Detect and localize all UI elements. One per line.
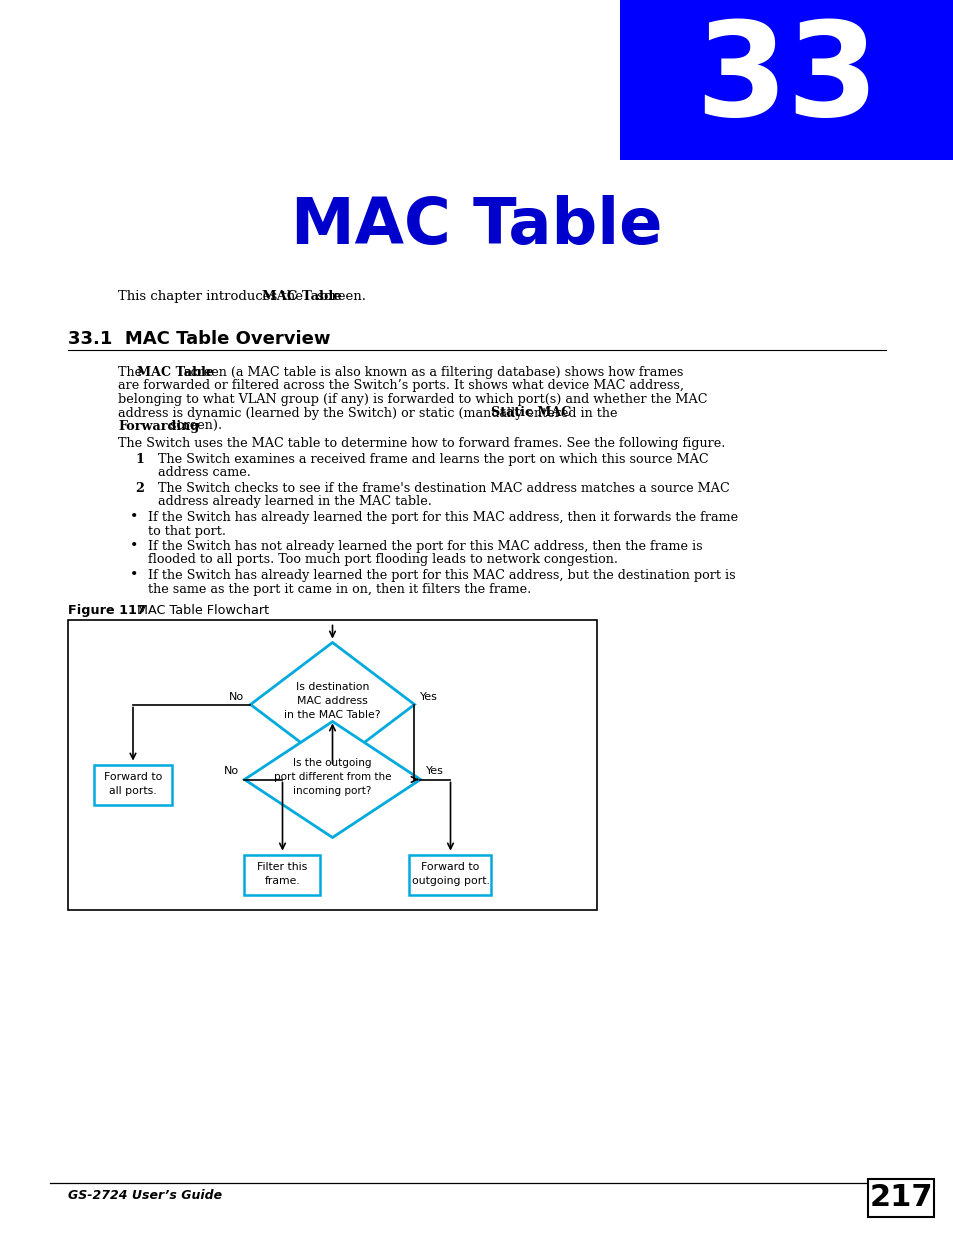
Polygon shape bbox=[244, 721, 420, 837]
Text: flooded to all ports. Too much port flooding leads to network congestion.: flooded to all ports. Too much port floo… bbox=[148, 553, 618, 567]
Text: 1: 1 bbox=[135, 453, 144, 466]
Text: 2: 2 bbox=[135, 482, 144, 495]
Polygon shape bbox=[251, 642, 414, 767]
Text: No: No bbox=[229, 692, 244, 701]
Text: screen).: screen). bbox=[166, 420, 222, 433]
Text: MAC Table Flowchart: MAC Table Flowchart bbox=[125, 604, 269, 618]
Bar bbox=[867, 1179, 933, 1216]
Text: 33.1  MAC Table Overview: 33.1 MAC Table Overview bbox=[68, 330, 330, 348]
Text: screen (a MAC table is also known as a filtering database) shows how frames: screen (a MAC table is also known as a f… bbox=[180, 366, 683, 379]
Text: The: The bbox=[118, 366, 146, 379]
Text: Static MAC: Static MAC bbox=[491, 406, 571, 420]
Text: Yes: Yes bbox=[419, 692, 436, 701]
Text: •: • bbox=[130, 538, 138, 553]
Text: •: • bbox=[130, 510, 138, 524]
Text: belonging to what VLAN group (if any) is forwarded to which port(s) and whether : belonging to what VLAN group (if any) is… bbox=[118, 393, 707, 406]
Bar bbox=[94, 764, 172, 804]
Text: Figure 117: Figure 117 bbox=[68, 604, 146, 618]
Text: MAC Table: MAC Table bbox=[262, 290, 342, 303]
Text: Forward to
all ports.: Forward to all ports. bbox=[104, 773, 162, 797]
Text: The Switch checks to see if the frame's destination MAC address matches a source: The Switch checks to see if the frame's … bbox=[158, 482, 729, 495]
Text: address came.: address came. bbox=[158, 467, 251, 479]
Text: are forwarded or filtered across the Switch’s ports. It shows what device MAC ad: are forwarded or filtered across the Swi… bbox=[118, 379, 683, 393]
Text: If the Switch has not already learned the port for this MAC address, then the fr: If the Switch has not already learned th… bbox=[148, 540, 702, 553]
Text: Forwarding: Forwarding bbox=[118, 420, 199, 433]
Text: address is dynamic (learned by the Switch) or static (manually entered in the: address is dynamic (learned by the Switc… bbox=[118, 406, 620, 420]
Text: Yes: Yes bbox=[425, 767, 443, 777]
Text: Is destination
MAC address
in the MAC Table?: Is destination MAC address in the MAC Ta… bbox=[284, 682, 380, 720]
Text: GS-2724 User’s Guide: GS-2724 User’s Guide bbox=[68, 1189, 222, 1202]
Text: Forward to
outgoing port.: Forward to outgoing port. bbox=[411, 862, 489, 887]
Text: The Switch uses the MAC table to determine how to forward frames. See the follow: The Switch uses the MAC table to determi… bbox=[118, 437, 724, 451]
Bar bbox=[68, 620, 597, 909]
Bar bbox=[619, 0, 953, 161]
Text: to that port.: to that port. bbox=[148, 525, 226, 537]
Text: MAC Table: MAC Table bbox=[137, 366, 213, 379]
Text: the same as the port it came in on, then it filters the frame.: the same as the port it came in on, then… bbox=[148, 583, 531, 595]
Bar bbox=[244, 855, 320, 894]
Text: 217: 217 bbox=[868, 1183, 932, 1213]
Text: Is the outgoing
port different from the
incoming port?: Is the outgoing port different from the … bbox=[274, 757, 391, 795]
Text: MAC Table: MAC Table bbox=[291, 195, 662, 257]
Text: address already learned in the MAC table.: address already learned in the MAC table… bbox=[158, 495, 432, 509]
Text: This chapter introduces the: This chapter introduces the bbox=[118, 290, 307, 303]
Text: No: No bbox=[224, 767, 239, 777]
Text: screen.: screen. bbox=[313, 290, 365, 303]
Text: •: • bbox=[130, 568, 138, 582]
Text: If the Switch has already learned the port for this MAC address, then it forward: If the Switch has already learned the po… bbox=[148, 511, 738, 524]
Text: If the Switch has already learned the port for this MAC address, but the destina: If the Switch has already learned the po… bbox=[148, 569, 735, 582]
Bar bbox=[409, 855, 491, 894]
Text: Filter this
frame.: Filter this frame. bbox=[257, 862, 307, 887]
Text: The Switch examines a received frame and learns the port on which this source MA: The Switch examines a received frame and… bbox=[158, 453, 708, 466]
Text: 33: 33 bbox=[695, 16, 878, 143]
